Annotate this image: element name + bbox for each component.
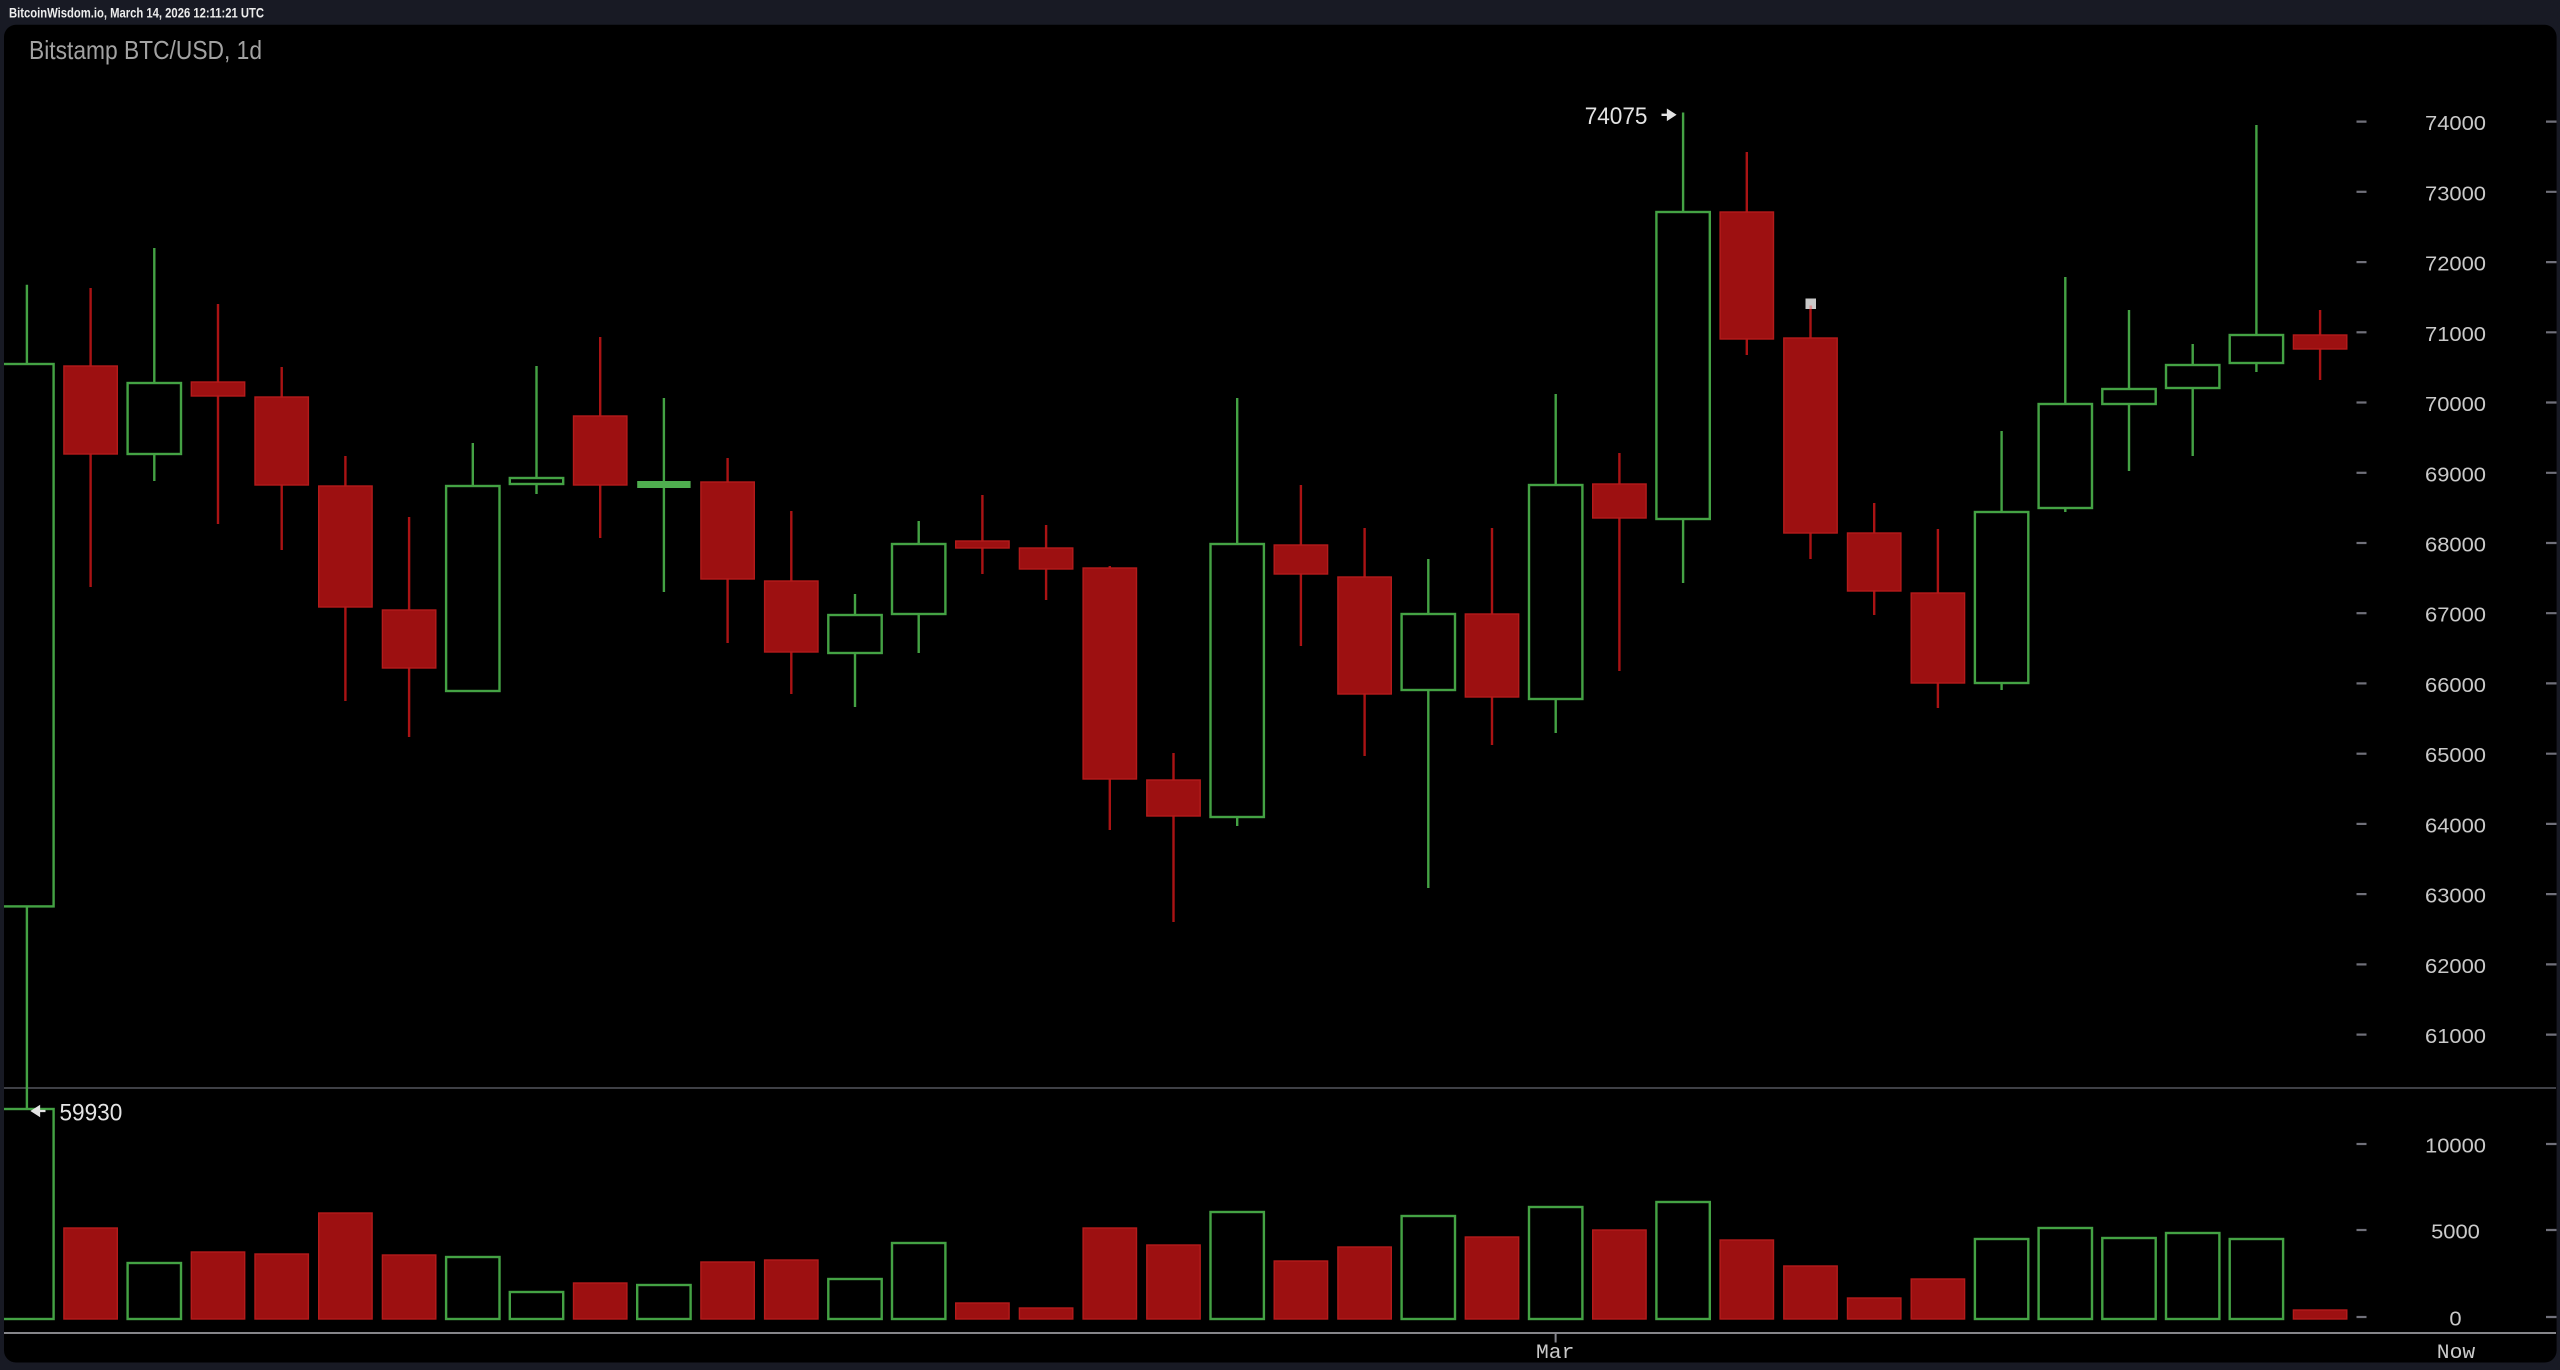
svg-text:Mar: Mar: [1536, 1342, 1574, 1365]
svg-text:66000: 66000: [2425, 675, 2486, 697]
svg-text:67000: 67000: [2425, 605, 2486, 627]
svg-text:72000: 72000: [2425, 254, 2486, 276]
svg-text:68000: 68000: [2425, 534, 2486, 556]
svg-text:10000: 10000: [2425, 1136, 2486, 1158]
svg-text:65000: 65000: [2425, 745, 2486, 767]
svg-text:74000: 74000: [2425, 113, 2486, 135]
svg-text:64000: 64000: [2425, 815, 2486, 837]
svg-text:0: 0: [2449, 1309, 2461, 1331]
svg-text:70000: 70000: [2425, 394, 2486, 416]
svg-text:Bitstamp BTC/USD, 1d: Bitstamp BTC/USD, 1d: [29, 35, 262, 65]
svg-text:74075: 74075: [1585, 103, 1648, 130]
svg-text:BitcoinWisdom.io, March 14, 20: BitcoinWisdom.io, March 14, 2026 12:11:2…: [9, 5, 264, 20]
svg-text:71000: 71000: [2425, 324, 2486, 346]
svg-text:73000: 73000: [2425, 183, 2486, 205]
svg-text:69000: 69000: [2425, 464, 2486, 486]
svg-text:62000: 62000: [2425, 956, 2486, 978]
svg-text:61000: 61000: [2425, 1026, 2486, 1048]
svg-text:Now: Now: [2437, 1342, 2476, 1365]
svg-text:63000: 63000: [2425, 886, 2486, 908]
svg-text:5000: 5000: [2431, 1222, 2480, 1244]
svg-text:59930: 59930: [60, 1099, 123, 1126]
